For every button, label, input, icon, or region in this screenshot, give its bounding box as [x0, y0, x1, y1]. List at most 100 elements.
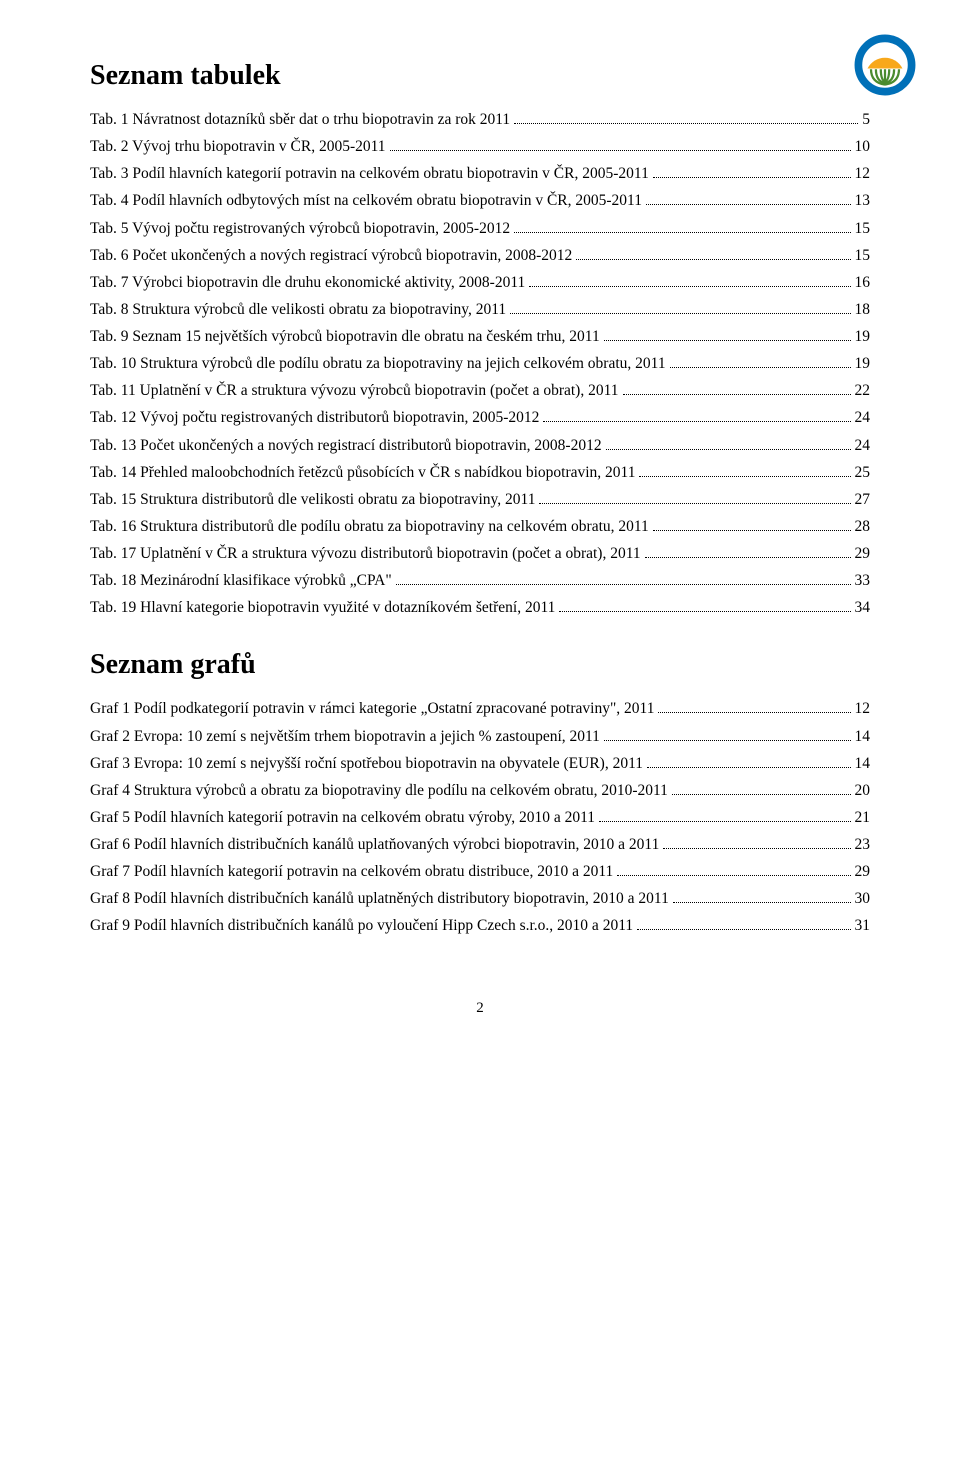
dot-leader: [604, 340, 851, 341]
toc-entry-page: 30: [855, 885, 871, 912]
toc-entry-page: 27: [855, 486, 871, 513]
toc-entry-label: Graf 2 Evropa: 10 zemí s největším trhem…: [90, 723, 600, 750]
dot-leader: [672, 794, 851, 795]
toc-entry-page: 24: [855, 404, 871, 431]
dot-leader: [653, 177, 851, 178]
toc-entry-label: Tab. 16 Struktura distributorů dle podíl…: [90, 513, 649, 540]
toc-entry: Tab. 12 Vývoj počtu registrovaných distr…: [90, 404, 870, 431]
dot-leader: [623, 394, 851, 395]
toc-entry-label: Tab. 8 Struktura výrobců dle velikosti o…: [90, 296, 506, 323]
toc-entry-label: Tab. 17 Uplatnění v ČR a struktura vývoz…: [90, 540, 641, 567]
toc-entry-page: 16: [855, 269, 871, 296]
dot-leader: [390, 150, 851, 151]
dot-leader: [647, 767, 851, 768]
toc-entry-page: 34: [855, 594, 871, 621]
toc-entry-page: 13: [855, 187, 871, 214]
toc-entry-page: 15: [855, 215, 871, 242]
toc-entry: Tab. 19 Hlavní kategorie biopotravin vyu…: [90, 594, 870, 621]
toc-entry: Tab. 7 Výrobci biopotravin dle druhu eko…: [90, 269, 870, 296]
toc-entry-page: 28: [855, 513, 871, 540]
toc-entry-label: Graf 3 Evropa: 10 zemí s nejvyšší roční …: [90, 750, 643, 777]
toc-entry: Graf 7 Podíl hlavních kategorií potravin…: [90, 858, 870, 885]
dot-leader: [606, 449, 851, 450]
org-logo-icon: [850, 30, 920, 100]
toc-entry: Tab. 10 Struktura výrobců dle podílu obr…: [90, 350, 870, 377]
toc-entry-label: Tab. 12 Vývoj počtu registrovaných distr…: [90, 404, 539, 431]
toc-entry-page: 21: [855, 804, 871, 831]
dot-leader: [673, 902, 851, 903]
toc-entry: Tab. 6 Počet ukončených a nových registr…: [90, 242, 870, 269]
toc-entry-page: 19: [855, 350, 871, 377]
toc-entry-page: 20: [855, 777, 871, 804]
dot-leader: [576, 259, 850, 260]
dot-leader: [514, 232, 850, 233]
dot-leader: [396, 584, 851, 585]
toc-entry-label: Tab. 3 Podíl hlavních kategorií potravin…: [90, 160, 649, 187]
toc-entry-page: 5: [862, 106, 870, 133]
toc-entry: Tab. 8 Struktura výrobců dle velikosti o…: [90, 296, 870, 323]
dot-leader: [559, 611, 850, 612]
toc-entry-page: 25: [855, 459, 871, 486]
section-heading: Seznam grafů: [90, 649, 870, 681]
toc-entry-label: Tab. 10 Struktura výrobců dle podílu obr…: [90, 350, 666, 377]
toc-entry-label: Tab. 1 Návratnost dotazníků sběr dat o t…: [90, 106, 510, 133]
dot-leader: [646, 204, 851, 205]
toc-entry-page: 19: [855, 323, 871, 350]
toc-entry-label: Tab. 4 Podíl hlavních odbytových míst na…: [90, 187, 642, 214]
toc-entry-label: Graf 1 Podíl podkategorií potravin v rám…: [90, 695, 654, 722]
toc-entry: Tab. 2 Vývoj trhu biopotravin v ČR, 2005…: [90, 133, 870, 160]
toc-entry-label: Tab. 13 Počet ukončených a nových regist…: [90, 432, 602, 459]
toc-entry-label: Graf 6 Podíl hlavních distribučních kaná…: [90, 831, 659, 858]
dot-leader: [645, 557, 851, 558]
toc-entry: Tab. 18 Mezinárodní klasifikace výrobků …: [90, 567, 870, 594]
dot-leader: [658, 712, 850, 713]
toc-entry-page: 22: [855, 377, 871, 404]
dot-leader: [663, 848, 850, 849]
toc-entry-page: 33: [855, 567, 871, 594]
toc-entry-label: Tab. 2 Vývoj trhu biopotravin v ČR, 2005…: [90, 133, 386, 160]
dot-leader: [599, 821, 850, 822]
toc-entry-label: Tab. 5 Vývoj počtu registrovaných výrobc…: [90, 215, 510, 242]
toc-entry: Tab. 3 Podíl hlavních kategorií potravin…: [90, 160, 870, 187]
toc-entry-label: Graf 9 Podíl hlavních distribučních kaná…: [90, 912, 633, 939]
toc-entry: Graf 3 Evropa: 10 zemí s nejvyšší roční …: [90, 750, 870, 777]
toc-entry: Tab. 16 Struktura distributorů dle podíl…: [90, 513, 870, 540]
toc-entry: Graf 4 Struktura výrobců a obratu za bio…: [90, 777, 870, 804]
dot-leader: [529, 286, 850, 287]
toc-entry-page: 31: [855, 912, 871, 939]
toc-entry-page: 15: [855, 242, 871, 269]
dot-leader: [514, 123, 858, 124]
toc-entry: Tab. 1 Návratnost dotazníků sběr dat o t…: [90, 106, 870, 133]
toc-entry-label: Graf 5 Podíl hlavních kategorií potravin…: [90, 804, 595, 831]
dot-leader: [653, 530, 851, 531]
toc-entry: Graf 8 Podíl hlavních distribučních kaná…: [90, 885, 870, 912]
section-heading: Seznam tabulek: [90, 60, 870, 92]
toc-entry: Tab. 13 Počet ukončených a nových regist…: [90, 432, 870, 459]
dot-leader: [510, 313, 850, 314]
toc-entry-page: 24: [855, 432, 871, 459]
dot-leader: [617, 875, 850, 876]
toc-entry: Tab. 9 Seznam 15 největších výrobců biop…: [90, 323, 870, 350]
toc-entry-label: Graf 7 Podíl hlavních kategorií potravin…: [90, 858, 613, 885]
toc-entry-page: 29: [855, 540, 871, 567]
toc-entry-label: Graf 8 Podíl hlavních distribučních kaná…: [90, 885, 669, 912]
toc-entry: Tab. 5 Vývoj počtu registrovaných výrobc…: [90, 215, 870, 242]
dot-leader: [604, 740, 851, 741]
toc-entry-page: 23: [855, 831, 871, 858]
dot-leader: [639, 476, 850, 477]
toc-entry-page: 29: [855, 858, 871, 885]
toc-entry: Tab. 11 Uplatnění v ČR a struktura vývoz…: [90, 377, 870, 404]
toc-entry-label: Graf 4 Struktura výrobců a obratu za bio…: [90, 777, 668, 804]
dot-leader: [637, 929, 850, 930]
toc-entry-page: 10: [855, 133, 871, 160]
toc-entry-label: Tab. 14 Přehled maloobchodních řetězců p…: [90, 459, 635, 486]
toc-entry: Graf 5 Podíl hlavních kategorií potravin…: [90, 804, 870, 831]
toc-entry-label: Tab. 6 Počet ukončených a nových registr…: [90, 242, 572, 269]
toc-entry: Graf 2 Evropa: 10 zemí s největším trhem…: [90, 723, 870, 750]
toc-entry-page: 12: [855, 695, 871, 722]
toc-entry: Tab. 4 Podíl hlavních odbytových míst na…: [90, 187, 870, 214]
toc-entry: Graf 1 Podíl podkategorií potravin v rám…: [90, 695, 870, 722]
toc-entry: Graf 9 Podíl hlavních distribučních kaná…: [90, 912, 870, 939]
toc-entry: Tab. 15 Struktura distributorů dle velik…: [90, 486, 870, 513]
toc-entry: Tab. 14 Přehled maloobchodních řetězců p…: [90, 459, 870, 486]
